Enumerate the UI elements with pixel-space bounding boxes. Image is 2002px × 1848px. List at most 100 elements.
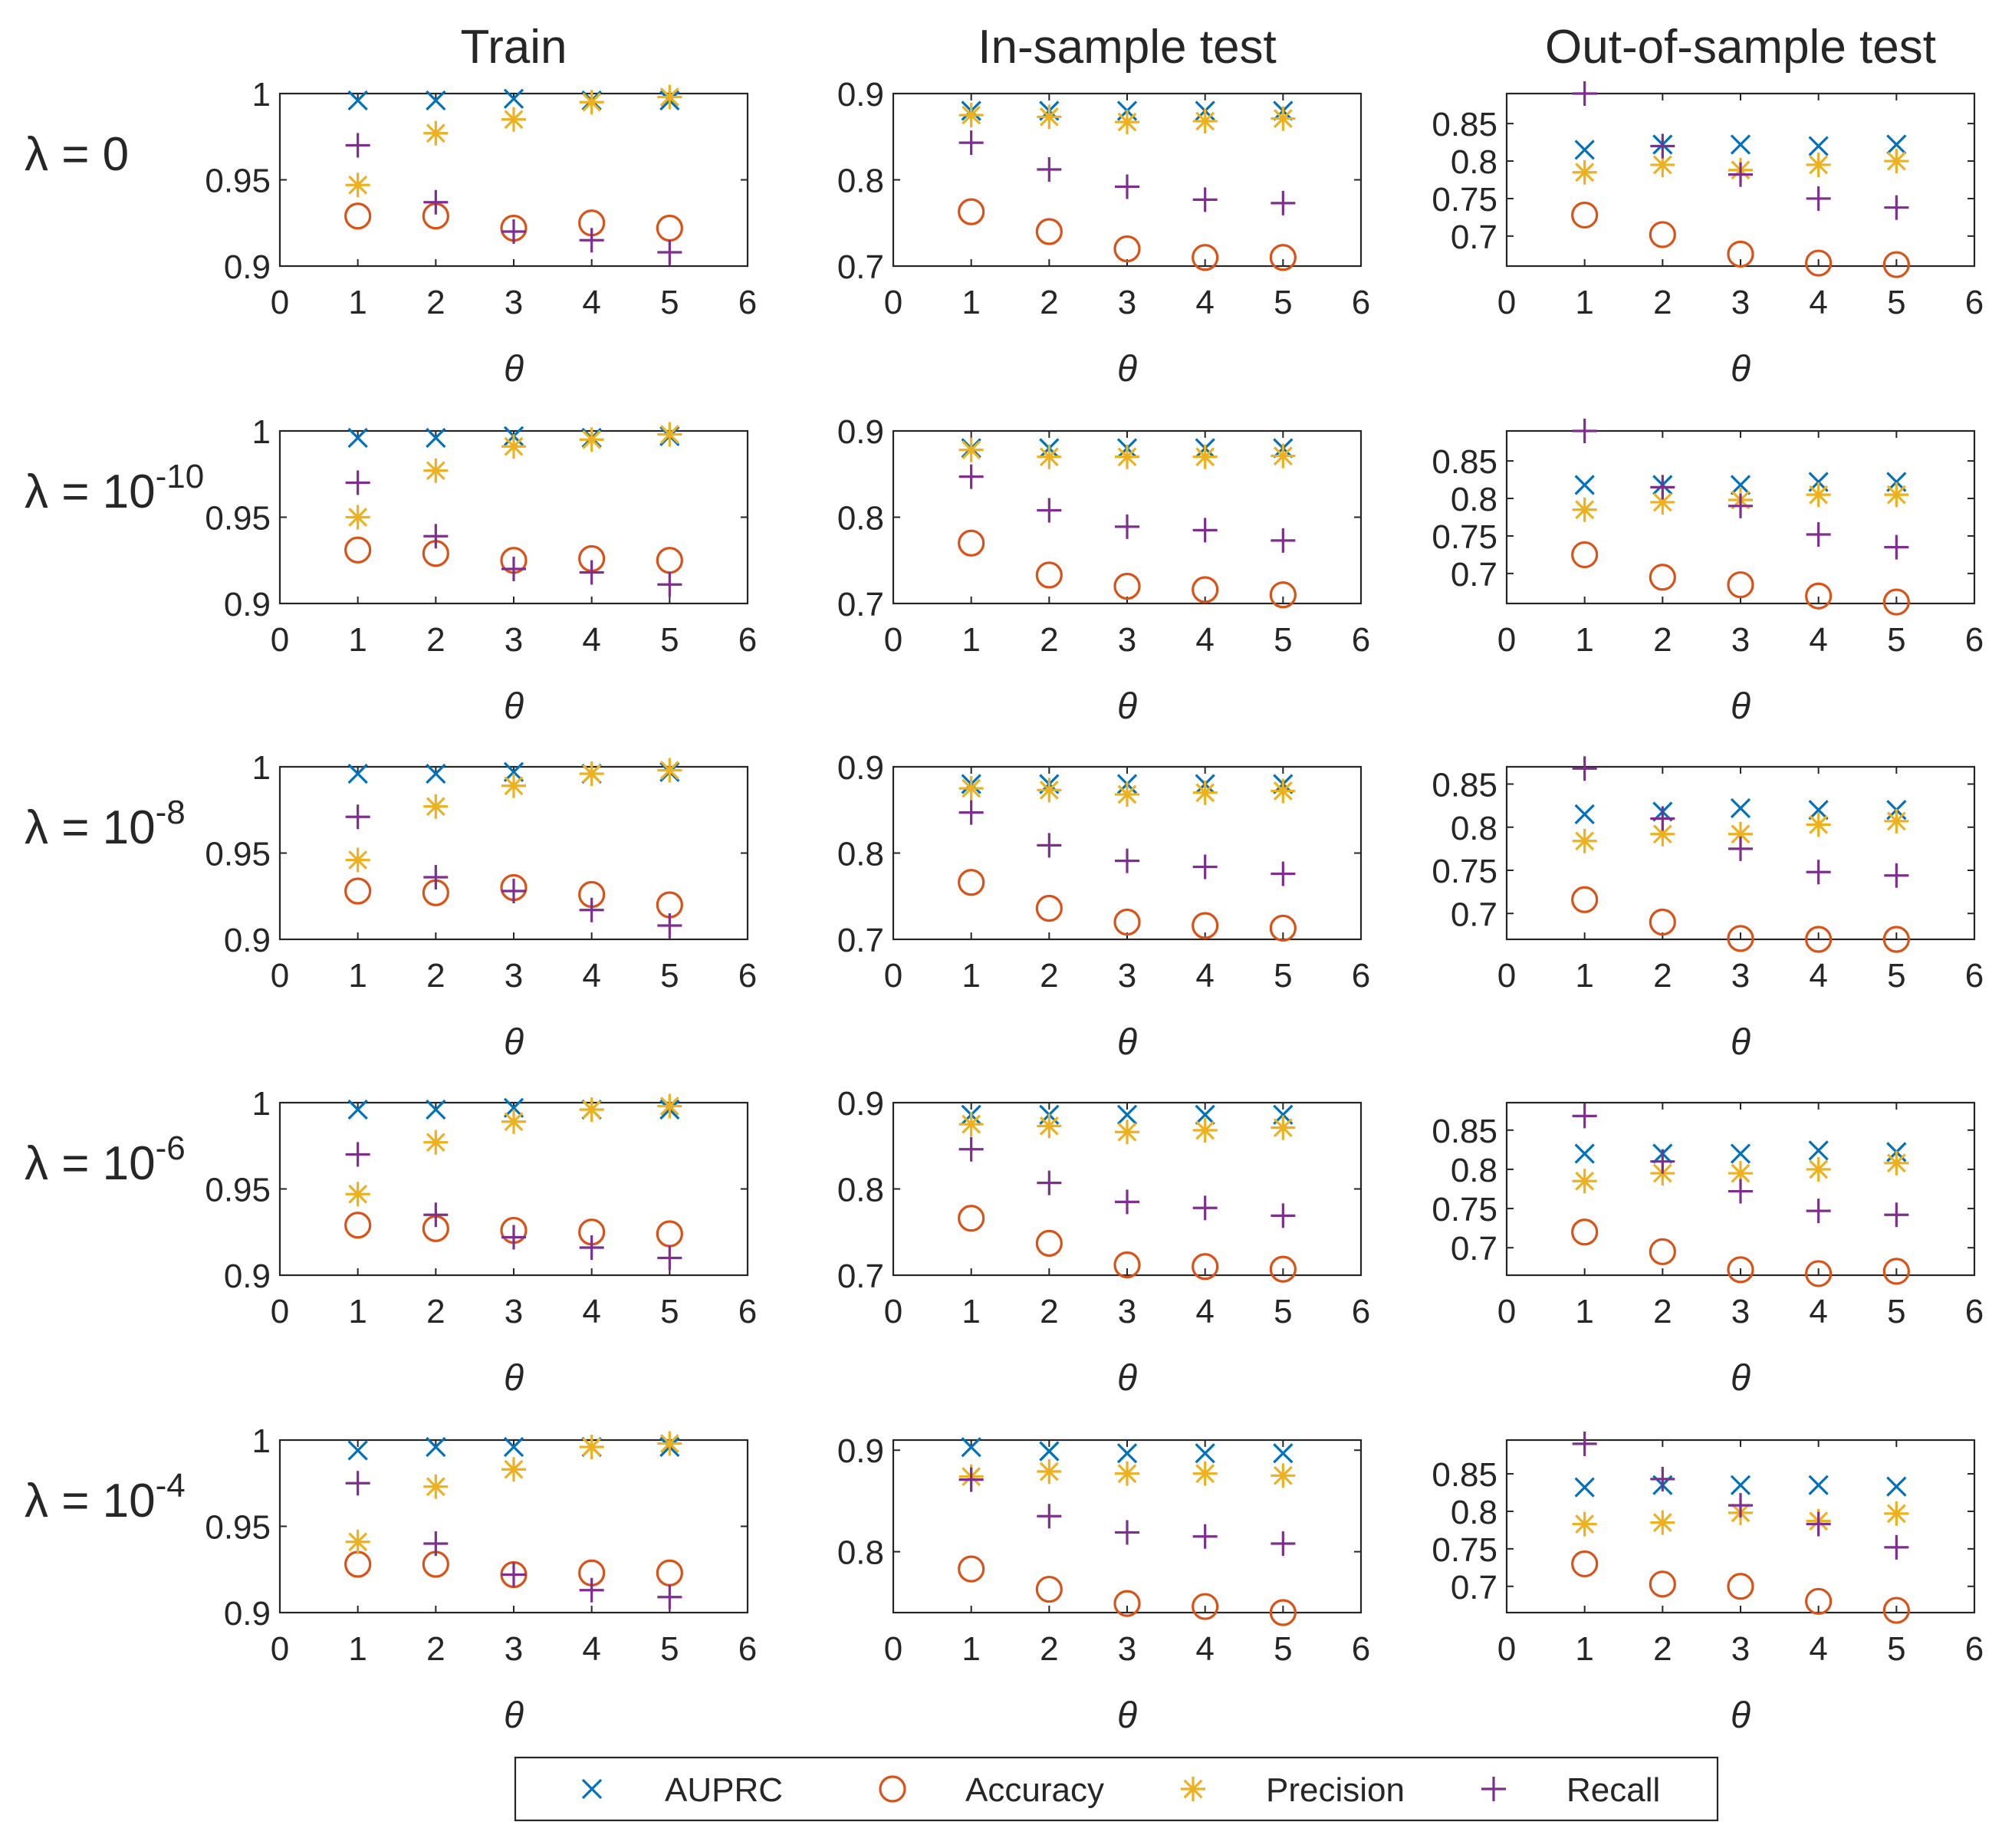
marker-stroke: [1039, 1441, 1060, 1462]
data-point-accuracy: [1805, 926, 1833, 953]
marker-stroke: [1886, 134, 1907, 155]
data-point-precision: [1271, 778, 1296, 804]
panel-1-0: 0 1 2 3 4 5 6 0.9 0.95 1 θ: [205, 413, 757, 727]
marker-stroke: [1035, 218, 1063, 245]
x-tick-label: 6: [1965, 284, 1984, 321]
data-point-precision: [1115, 782, 1139, 807]
marker-stroke: [582, 1100, 602, 1120]
x-tick-label: 4: [1195, 621, 1214, 659]
data-point-recall: [1271, 528, 1296, 553]
data-point-recall: [1037, 157, 1062, 182]
x-tick-label: 3: [1731, 1293, 1750, 1330]
x-axis-label: θ: [1117, 1358, 1137, 1399]
data-point-auprc: [1574, 475, 1595, 495]
y-tick-label: 0.75: [1432, 1531, 1497, 1569]
data-point-accuracy: [1571, 1218, 1599, 1246]
data-point-recall: [579, 560, 604, 585]
y-tick-label: 0.9: [837, 76, 884, 113]
data-point-auprc: [347, 763, 368, 784]
x-tick-label: 4: [1809, 621, 1827, 659]
x-tick-label: 1: [1575, 1293, 1593, 1330]
marker-stroke: [1273, 781, 1293, 801]
data-point-recall: [1884, 534, 1909, 560]
data-point-accuracy: [344, 536, 372, 564]
data-point-recall: [345, 470, 370, 495]
x-tick-label: 4: [1195, 957, 1214, 995]
marker-stroke: [1269, 581, 1297, 609]
data-point-recall: [1572, 1103, 1597, 1129]
y-tick-label: 1: [252, 749, 271, 787]
y-tick-label: 0.7: [1451, 896, 1497, 933]
x-axis-label: θ: [1117, 349, 1137, 390]
x-tick-label: 5: [1274, 1630, 1292, 1668]
x-tick-label: 3: [1118, 621, 1136, 659]
legend-label: AUPRC: [665, 1771, 783, 1809]
y-tick-label: 0.7: [837, 586, 884, 623]
data-point-auprc: [1574, 804, 1595, 825]
marker-stroke: [1273, 446, 1293, 466]
data-point-recall: [1572, 81, 1597, 106]
x-tick-label: 0: [1497, 621, 1516, 659]
y-tick-label: 0.7: [837, 1258, 884, 1295]
x-tick-label: 2: [426, 284, 445, 321]
marker-stroke: [503, 1436, 524, 1458]
data-point-recall: [423, 865, 449, 889]
x-tick-label: 5: [1887, 284, 1905, 321]
y-tick-label: 0.7: [837, 248, 884, 286]
legend-icon-accuracy: [879, 1775, 906, 1803]
data-point-precision: [657, 1431, 682, 1456]
data-point-accuracy: [1571, 201, 1599, 229]
marker-stroke: [582, 764, 602, 784]
marker-stroke: [1574, 475, 1595, 495]
marker-stroke: [504, 1459, 524, 1479]
legend-icon-precision: [1181, 1777, 1205, 1801]
panel-4-0: 0 1 2 3 4 5 6 0.9 0.95 1 θ: [205, 1422, 757, 1736]
x-tick-label: 4: [582, 957, 600, 995]
panel-4-1: 0 1 2 3 4 5 6 0.8 0.9 θ: [837, 1432, 1370, 1736]
marker-stroke: [1039, 1462, 1059, 1481]
marker-stroke: [582, 92, 602, 112]
x-tick-label: 4: [1809, 284, 1827, 321]
marker-stroke: [1116, 1443, 1138, 1464]
marker-stroke: [504, 1112, 524, 1132]
data-point-accuracy: [1035, 561, 1063, 589]
data-point-recall: [958, 800, 984, 825]
marker-stroke: [1727, 1256, 1754, 1284]
x-tick-label: 1: [1575, 284, 1593, 321]
data-point-precision: [1192, 109, 1218, 133]
data-point-recall: [1728, 836, 1753, 861]
data-point-recall: [657, 1245, 682, 1271]
x-tick-label: 4: [1195, 284, 1214, 321]
marker-stroke: [1113, 908, 1141, 936]
column-title: Train: [461, 21, 567, 74]
x-axis-label: θ: [504, 1358, 524, 1399]
row-label-exponent: -8: [156, 794, 186, 831]
data-point-accuracy: [1113, 235, 1141, 263]
data-point-accuracy: [1571, 886, 1599, 913]
row-label: λ = 10-8: [25, 794, 186, 854]
data-point-precision: [345, 505, 370, 530]
x-tick-label: 0: [271, 957, 289, 995]
marker-stroke: [348, 850, 368, 870]
column-title: In-sample test: [978, 21, 1276, 74]
data-point-accuracy: [344, 877, 372, 905]
data-point-precision: [1192, 1461, 1218, 1486]
marker-stroke: [1113, 1590, 1141, 1617]
row-label-prefix: λ =: [25, 801, 103, 854]
x-axis-label: θ: [504, 1022, 524, 1063]
data-point-accuracy: [1113, 572, 1141, 600]
y-tick-label: 1: [252, 1085, 271, 1123]
data-point-accuracy: [1113, 1251, 1141, 1279]
data-point-auprc: [1730, 134, 1751, 155]
data-point-recall: [1884, 1534, 1909, 1560]
data-point-accuracy: [1882, 1258, 1910, 1285]
x-tick-label: 2: [426, 1630, 445, 1668]
marker-stroke: [426, 1477, 445, 1497]
data-point-precision: [1728, 821, 1753, 847]
data-point-accuracy: [1269, 581, 1297, 609]
data-point-recall: [1884, 195, 1909, 220]
x-tick-label: 0: [1497, 1293, 1516, 1330]
marker-stroke: [1809, 814, 1829, 834]
marker-stroke: [879, 1775, 906, 1803]
marker-stroke: [962, 1114, 981, 1134]
